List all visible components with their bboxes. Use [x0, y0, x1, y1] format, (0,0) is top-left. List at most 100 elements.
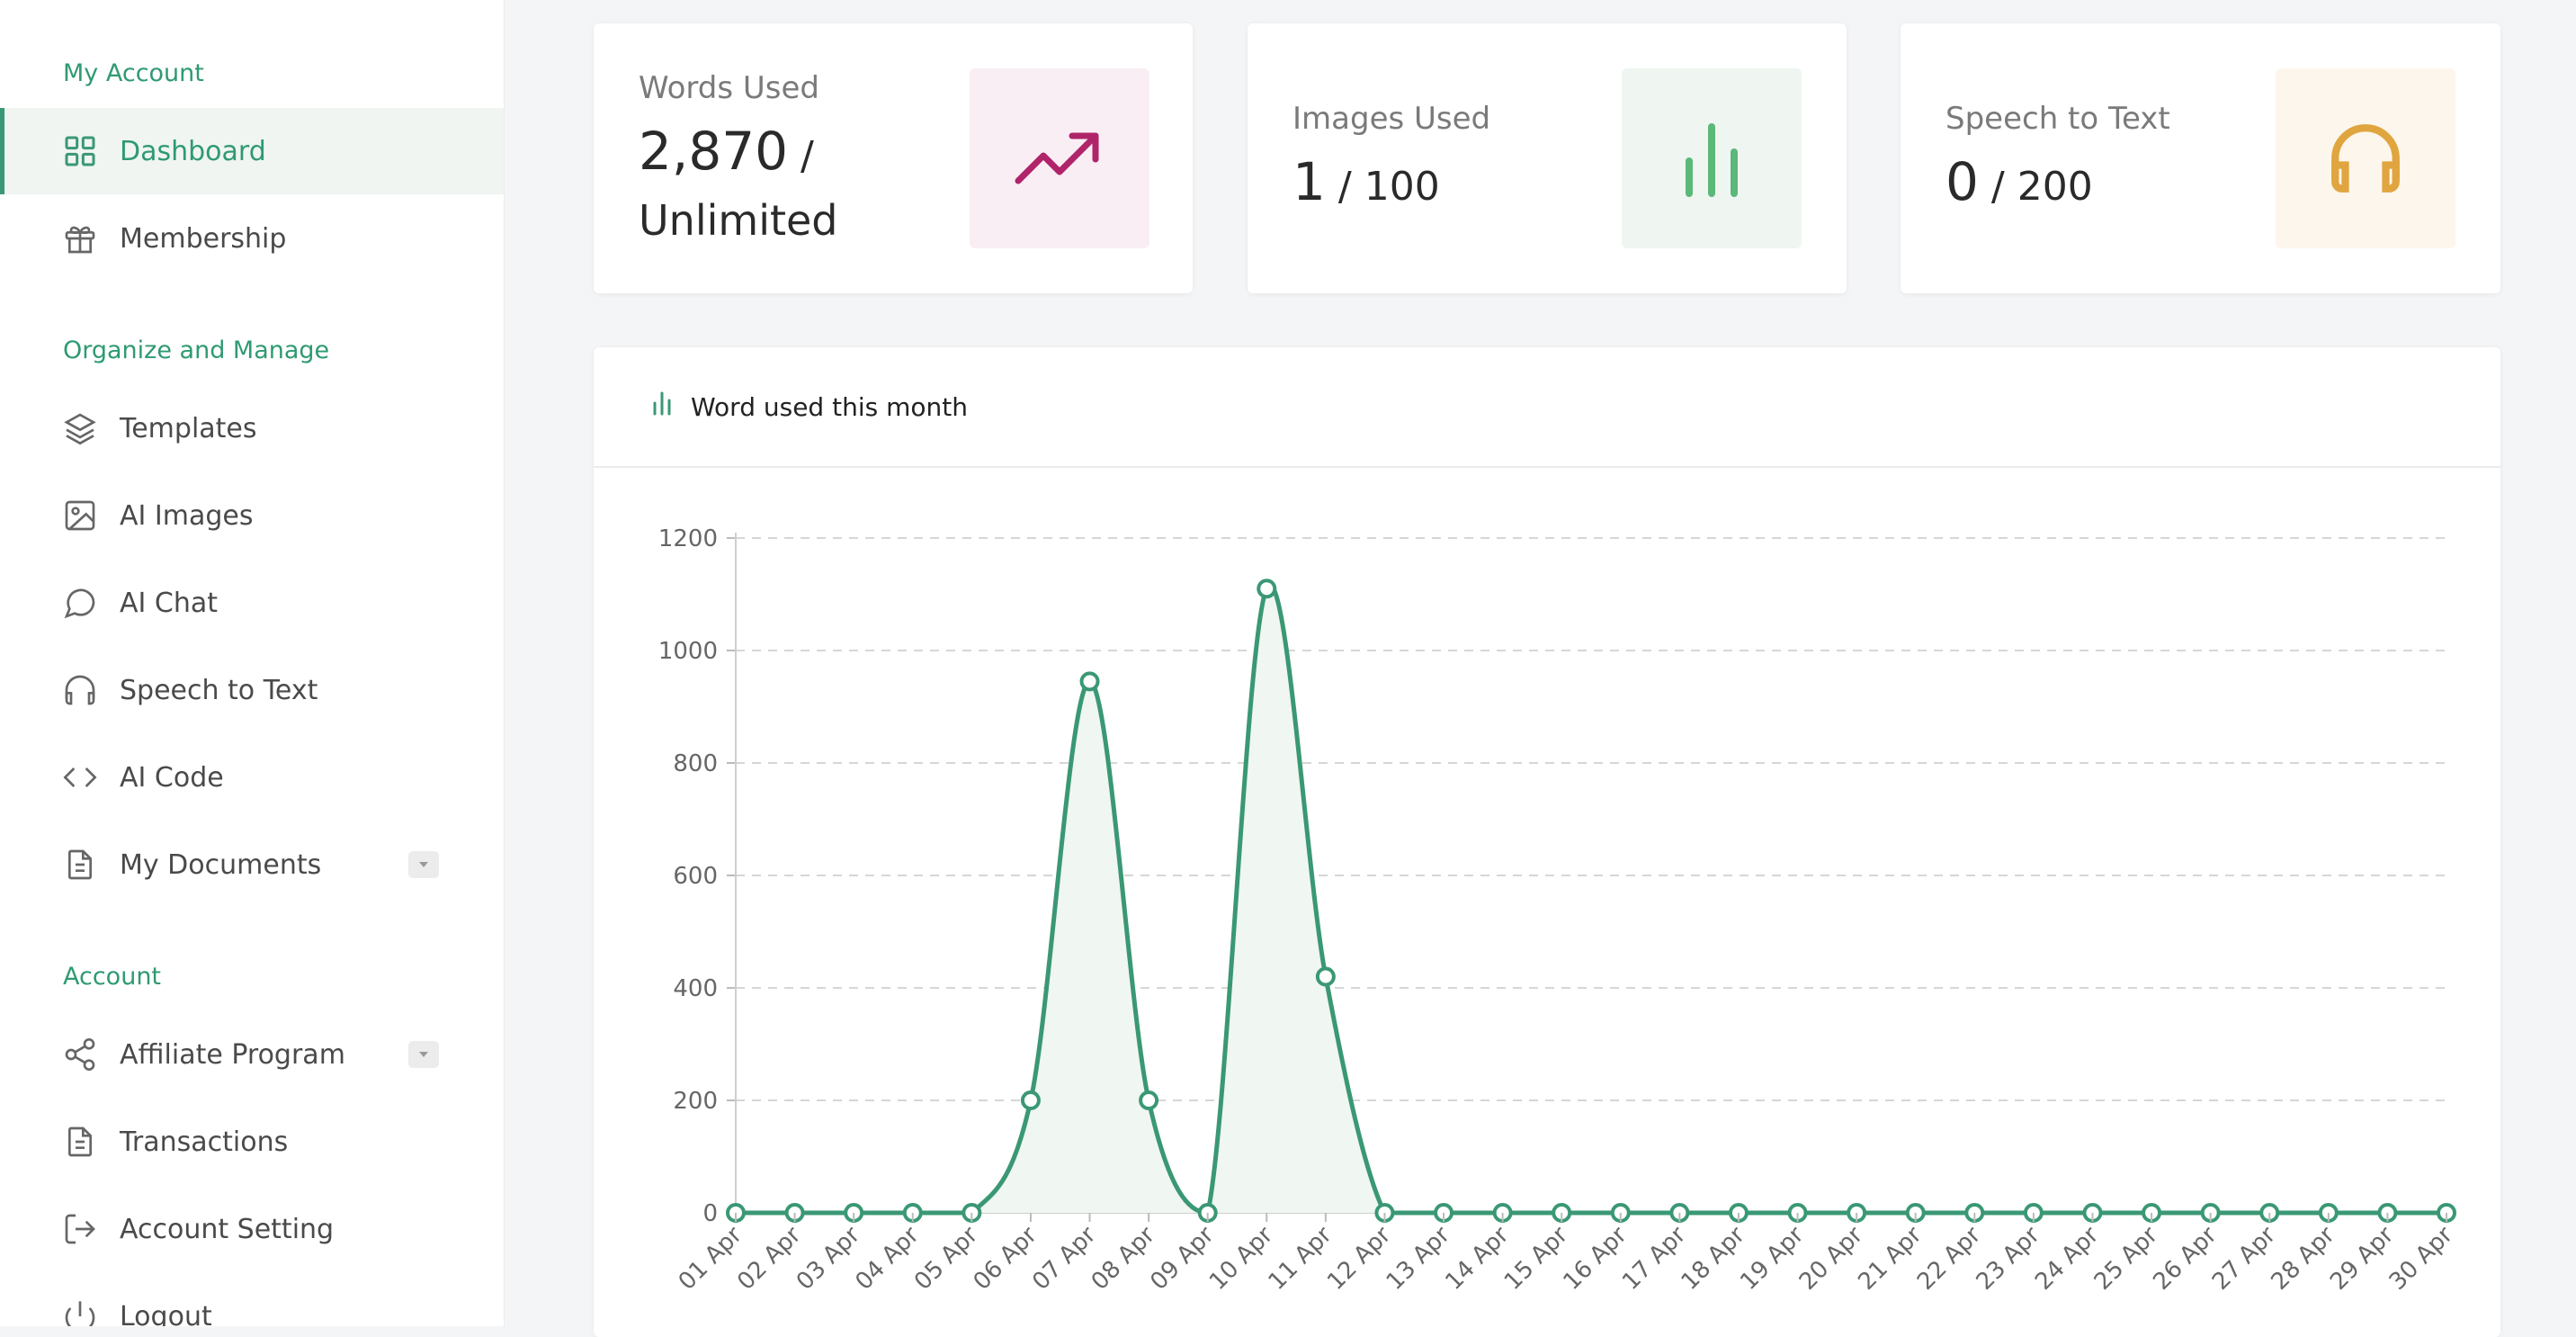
bar-chart-icon — [651, 390, 673, 419]
card-value: 0 / 200 — [1945, 151, 2093, 212]
x-tick-label: 25 Apr — [2089, 1222, 2163, 1296]
area-fill — [736, 585, 2446, 1213]
card-label: Images Used — [1292, 101, 1491, 137]
document-icon — [61, 846, 99, 884]
x-tick-label: 18 Apr — [1677, 1222, 1750, 1296]
x-tick-label: 05 Apr — [909, 1222, 983, 1296]
x-tick-label: 23 Apr — [1972, 1222, 2045, 1296]
layers-icon — [61, 409, 99, 447]
grid-icon — [61, 132, 99, 170]
sidebar-item-membership[interactable]: Membership — [0, 195, 504, 282]
value-number: 2,870 — [639, 121, 789, 182]
data-point[interactable] — [1257, 579, 1277, 599]
value-number: 1 — [1292, 151, 1326, 212]
sidebar-item-account-setting[interactable]: Account Setting — [0, 1186, 504, 1272]
sidebar-item-label: Membership — [120, 222, 287, 255]
x-tick-label: 04 Apr — [850, 1222, 924, 1296]
chevron-down-icon[interactable] — [408, 851, 439, 878]
sidebar-item-logout[interactable]: Logout — [0, 1273, 504, 1326]
series-line — [736, 583, 2446, 1216]
sidebar-item-label: Account Setting — [120, 1213, 335, 1245]
sidebar-item-label: My Documents — [120, 848, 322, 881]
image-icon — [61, 497, 99, 534]
data-point[interactable] — [1020, 1090, 1041, 1110]
card-label: Words Used — [639, 70, 820, 106]
chevron-down-icon[interactable] — [408, 1041, 439, 1068]
x-tick-label: 10 Apr — [1204, 1222, 1278, 1296]
sidebar-item-label: Affiliate Program — [120, 1038, 345, 1071]
stat-card-words-used: Words Used 2,870 / Unlimited — [594, 23, 1193, 293]
section-title-account: Account — [63, 963, 162, 991]
value-limit: 200 — [2017, 164, 2093, 210]
data-point[interactable] — [1139, 1090, 1159, 1110]
sidebar-item-my-documents[interactable]: My Documents — [0, 821, 504, 908]
x-tick-label: 19 Apr — [1735, 1222, 1809, 1296]
y-tick-label: 400 — [673, 975, 718, 1002]
gift-icon — [61, 220, 99, 257]
x-tick-label: 20 Apr — [1794, 1222, 1868, 1296]
x-tick-label: 01 Apr — [674, 1222, 747, 1296]
sidebar-item-ai-code[interactable]: AI Code — [0, 734, 504, 821]
section-title-my-account: My Account — [63, 59, 204, 87]
bar-chart-icon — [1622, 68, 1802, 248]
chart-panel: Word used this month 0 200 400 600 800 1000 12… — [594, 347, 2500, 1337]
sidebar-item-label: Dashboard — [120, 135, 266, 167]
x-tick-label: 27 Apr — [2207, 1222, 2281, 1296]
sidebar-item-affiliate-program[interactable]: Affiliate Program — [0, 1011, 504, 1098]
x-tick-label: 09 Apr — [1145, 1222, 1219, 1296]
sidebar-item-label: AI Code — [120, 761, 224, 794]
sidebar-item-label: Templates — [120, 412, 257, 444]
x-tick-label: 06 Apr — [969, 1222, 1042, 1296]
sidebar-item-label: Transactions — [120, 1126, 289, 1158]
sidebar-item-label: AI Chat — [120, 587, 219, 619]
card-value: 2,870 / Unlimited — [639, 121, 838, 245]
x-tick-label: 13 Apr — [1382, 1222, 1455, 1296]
headphones-icon — [2276, 68, 2455, 248]
data-point[interactable] — [1315, 966, 1336, 987]
x-tick-label: 21 Apr — [1853, 1222, 1927, 1296]
sidebar-item-label: Speech to Text — [120, 674, 318, 706]
x-tick-label: 12 Apr — [1322, 1222, 1396, 1296]
share-icon — [61, 1036, 99, 1073]
x-tick-label: 24 Apr — [2030, 1222, 2104, 1296]
sidebar: My Account Dashboard Membership Organize… — [0, 0, 505, 1326]
value-limit: 100 — [1364, 164, 1440, 210]
y-tick-label: 1000 — [658, 638, 718, 665]
x-tick-label: 17 Apr — [1617, 1222, 1691, 1296]
sidebar-item-dashboard[interactable]: Dashboard — [0, 108, 504, 194]
x-tick-label: 02 Apr — [732, 1222, 806, 1296]
x-tick-label: 16 Apr — [1558, 1222, 1632, 1296]
card-value: 1 / 100 — [1292, 151, 1440, 212]
sidebar-item-transactions[interactable]: Transactions — [0, 1099, 504, 1185]
headphones-icon — [61, 671, 99, 709]
x-tick-label: 08 Apr — [1087, 1222, 1160, 1296]
x-tick-label: 15 Apr — [1499, 1222, 1573, 1296]
y-tick-label: 200 — [673, 1088, 718, 1115]
stat-card-speech-to-text: Speech to Text 0 / 200 — [1901, 23, 2500, 293]
x-tick-label: 28 Apr — [2267, 1222, 2340, 1296]
document-icon — [61, 1123, 99, 1161]
sidebar-item-speech-to-text[interactable]: Speech to Text — [0, 647, 504, 733]
stat-card-images-used: Images Used 1 / 100 — [1248, 23, 1847, 293]
trend-up-icon — [970, 68, 1149, 248]
x-tick-label: 11 Apr — [1264, 1222, 1337, 1296]
y-tick-label: 0 — [702, 1200, 718, 1227]
sidebar-item-ai-chat[interactable]: AI Chat — [0, 560, 504, 646]
y-tick-label: 1200 — [658, 525, 718, 552]
logout-arrow-icon — [61, 1210, 99, 1248]
x-tick-label: 22 Apr — [1912, 1222, 1986, 1296]
chat-bubble-icon — [61, 584, 99, 622]
x-tick-label: 14 Apr — [1440, 1222, 1514, 1296]
value-number: 0 — [1945, 151, 1979, 212]
sidebar-item-templates[interactable]: Templates — [0, 385, 504, 471]
data-point[interactable] — [1079, 671, 1100, 692]
x-tick-label: 26 Apr — [2148, 1222, 2222, 1296]
y-tick-label: 600 — [673, 863, 718, 890]
sidebar-item-ai-images[interactable]: AI Images — [0, 472, 504, 559]
chart-title: Word used this month — [691, 391, 968, 422]
section-title-organize: Organize and Manage — [63, 336, 330, 364]
y-tick-label: 800 — [673, 750, 718, 777]
code-icon — [61, 758, 99, 796]
card-label: Speech to Text — [1945, 101, 2170, 137]
